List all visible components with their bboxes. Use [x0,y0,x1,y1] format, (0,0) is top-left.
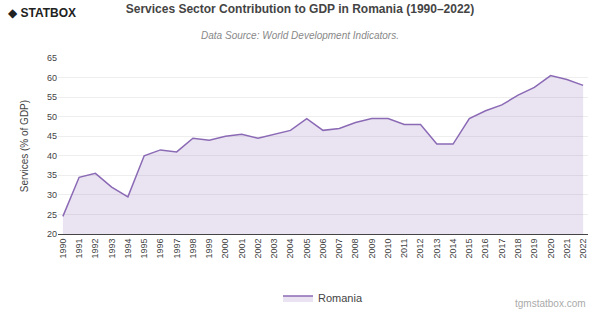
svg-text:1990: 1990 [58,239,68,259]
svg-text:50: 50 [47,112,57,122]
svg-text:2000: 2000 [220,239,230,259]
svg-text:1996: 1996 [155,239,165,259]
svg-text:2022: 2022 [578,239,588,259]
svg-text:1998: 1998 [188,239,198,259]
svg-text:1994: 1994 [123,239,133,259]
svg-text:55: 55 [47,92,57,102]
svg-text:2002: 2002 [253,239,263,259]
svg-text:1997: 1997 [172,239,182,259]
svg-text:1995: 1995 [139,239,149,259]
svg-text:tgmstatbox.com: tgmstatbox.com [515,298,586,309]
svg-text:2021: 2021 [562,239,572,259]
svg-text:Services Sector Contribution t: Services Sector Contribution to GDP in R… [126,2,475,16]
svg-text:1999: 1999 [204,239,214,259]
svg-text:1992: 1992 [90,239,100,259]
svg-text:2013: 2013 [432,239,442,259]
svg-text:20: 20 [47,229,57,239]
svg-text:Romania: Romania [318,292,363,304]
svg-text:30: 30 [47,190,57,200]
svg-text:2019: 2019 [529,239,539,259]
svg-text:35: 35 [47,170,57,180]
svg-text:2014: 2014 [448,239,458,259]
svg-text:Services (% of GDP): Services (% of GDP) [19,100,30,192]
svg-text:25: 25 [47,210,57,220]
svg-text:2005: 2005 [302,239,312,259]
svg-text:2001: 2001 [237,239,247,259]
svg-text:2015: 2015 [464,239,474,259]
svg-text:2016: 2016 [481,239,491,259]
svg-text:2009: 2009 [367,239,377,259]
svg-text:40: 40 [47,151,57,161]
svg-text:2017: 2017 [497,239,507,259]
svg-text:2020: 2020 [546,239,556,259]
svg-text:2018: 2018 [513,239,523,259]
svg-text:2012: 2012 [415,239,425,259]
svg-text:2010: 2010 [383,239,393,259]
svg-text:◆ STATBOX: ◆ STATBOX [8,6,76,20]
svg-text:2007: 2007 [334,239,344,259]
svg-text:45: 45 [47,131,57,141]
svg-text:2003: 2003 [269,239,279,259]
svg-text:Data Source: World Development: Data Source: World Development Indicator… [201,30,399,41]
svg-text:2011: 2011 [399,239,409,258]
svg-text:2004: 2004 [285,239,295,259]
svg-text:65: 65 [47,53,57,63]
svg-text:1993: 1993 [107,239,117,259]
svg-text:2006: 2006 [318,239,328,259]
svg-text:2008: 2008 [350,239,360,259]
svg-text:60: 60 [47,73,57,83]
svg-text:1991: 1991 [74,239,84,259]
